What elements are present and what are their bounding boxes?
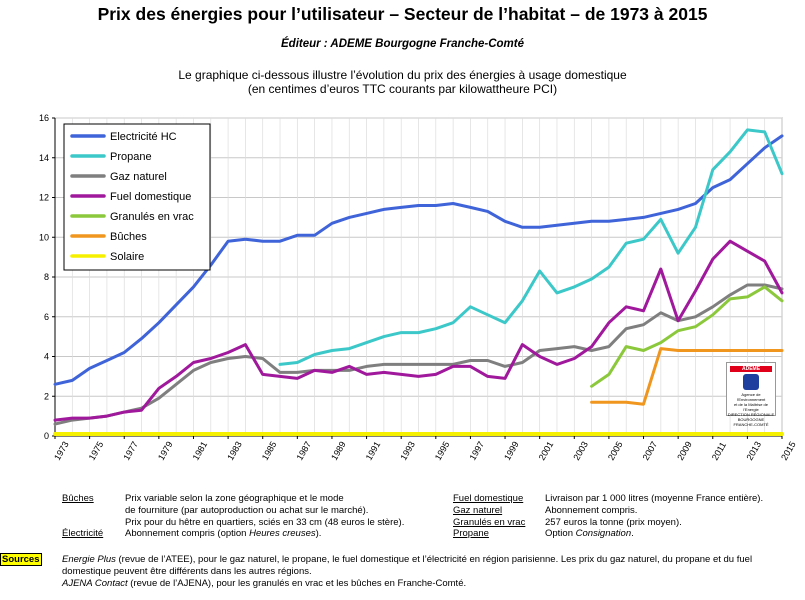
note-granules-label: Granulés en vrac: [453, 517, 526, 528]
note-granules-text: 257 euros la tonne (prix moyen).: [545, 517, 682, 528]
note-gaz-text: Abonnement compris.: [545, 505, 638, 516]
x-tick-label: 1997: [468, 440, 487, 462]
series-line-2: [53, 283, 784, 426]
x-tick-label: 2005: [606, 440, 625, 462]
legend-label-3: Fuel domestique: [110, 191, 191, 203]
x-tick-label: 1993: [398, 440, 417, 462]
x-tick-label: 1973: [52, 440, 71, 462]
chart-series: [53, 128, 784, 436]
sources-energie-plus: Energie Plus: [62, 554, 116, 565]
sources-line-2: domestique peuvent être différents dans …: [62, 566, 312, 577]
x-tick-label: 2015: [779, 440, 798, 462]
sources-ajena-contact: AJENA Contact: [62, 578, 128, 589]
series-line-1: [278, 128, 784, 366]
editor-line: Éditeur : ADEME Bourgogne Franche-Comté: [281, 38, 524, 50]
legend-label-6: Solaire: [110, 251, 144, 263]
legend-label-4: Granulés en vrac: [110, 211, 194, 223]
x-tick-label: 1991: [364, 440, 383, 462]
sources-line-3: AJENA Contact (revue de l’AJENA), pour l…: [62, 578, 466, 589]
x-tick-label: 1975: [87, 440, 106, 462]
series-line-5: [590, 347, 784, 406]
y-tick-label: 2: [44, 391, 49, 401]
note-propane-text-c: .: [631, 528, 634, 539]
x-tick-label: 2007: [641, 440, 660, 462]
x-tick-label: 2013: [744, 440, 763, 462]
note-propane-text-a: Option: [545, 528, 576, 539]
x-tick-label: 1985: [260, 440, 279, 462]
x-tick-label: 2011: [710, 440, 728, 462]
legend-label-5: Bûches: [110, 231, 147, 243]
sources-badge: Sources: [0, 553, 42, 566]
subtitle-line-1: Le graphique ci-dessous illustre l’évolu…: [178, 68, 627, 82]
note-electricite-text-c: ).: [315, 528, 322, 539]
x-tick-label: 1987: [294, 440, 313, 462]
ademe-logo-mark-icon: [743, 374, 759, 390]
note-electricite-text: Abonnement compris (option Heures creuse…: [125, 528, 321, 539]
chart-legend: Electricité HC Propane Gaz naturel Fuel dom…: [63, 123, 211, 271]
page-title: Prix des énergies pour l’utilisateur – S…: [97, 4, 708, 24]
ademe-logo: ADEME Agence de l'Environnement et de la…: [726, 362, 776, 427]
note-buches-label: Bûches: [62, 493, 94, 504]
x-tick-label: 1983: [225, 440, 244, 462]
subtitle-line-2: (en centimes d’euros TTC courants par ki…: [247, 82, 558, 96]
note-fuel-label: Fuel domestique: [453, 493, 524, 504]
y-tick-label: 4: [44, 352, 49, 362]
energy-price-chart: 0 2 4 6 8 10 12 14 16 1973 1975 1977 1979 1981 1983 198…: [39, 113, 798, 462]
note-electricite-label: Électricité: [62, 528, 104, 539]
x-tick-label: 1999: [502, 440, 521, 462]
y-tick-label: 16: [39, 113, 49, 123]
x-tick-label: 1979: [156, 440, 175, 462]
note-electricite-text-b: Heures creuses: [249, 528, 316, 539]
series-line-4: [590, 285, 784, 388]
y-tick-label: 8: [44, 272, 49, 282]
ademe-logo-line4: BOURGOGNE: [737, 417, 765, 422]
sources-line-1-text: (revue de l’ATEE), pour le gaz naturel, …: [115, 554, 753, 565]
legend-label-2: Gaz naturel: [110, 171, 167, 183]
x-tick-label: 1989: [329, 440, 348, 462]
ademe-logo-line1: Agence de l'Environnement: [736, 392, 766, 402]
x-tick-label: 2001: [537, 440, 556, 462]
series-line-0: [53, 134, 784, 386]
y-tick-label: 0: [44, 431, 49, 441]
y-tick-label: 12: [39, 193, 49, 203]
ademe-logo-line5: FRANCHE-COMTÉ: [733, 422, 769, 427]
note-gaz-label: Gaz naturel: [453, 505, 503, 516]
note-fuel-text: Livraison par 1 000 litres (moyenne Fran…: [545, 493, 764, 504]
sources-line-1: Energie Plus (revue de l’ATEE), pour le …: [62, 554, 752, 565]
y-tick-label: 10: [39, 232, 49, 242]
ademe-logo-line3: DIRECTION RÉGIONALE: [727, 412, 775, 417]
x-tick-label: 1977: [121, 440, 140, 462]
legend-label-0: Electricité HC: [110, 131, 177, 143]
series-line-3: [53, 239, 784, 422]
note-buches-text-3: Prix pour du hêtre en quartiers, sciés e…: [125, 517, 405, 528]
legend-label-1: Propane: [110, 151, 152, 163]
y-tick-label: 14: [39, 153, 49, 163]
ademe-logo-line2: et de la Maîtrise de l'Energie: [733, 402, 769, 412]
x-tick-label: 1981: [191, 440, 210, 462]
x-tick-label: 1995: [433, 440, 452, 462]
note-buches-text-2: de fourniture (par autoproduction ou ach…: [125, 505, 369, 516]
y-tick-label: 6: [44, 312, 49, 322]
note-propane-text: Option Consignation.: [545, 528, 634, 539]
note-electricite-text-a: Abonnement compris (option: [125, 528, 250, 539]
x-tick-label: 2003: [571, 440, 590, 462]
note-propane-label: Propane: [453, 528, 489, 539]
note-propane-text-b: Consignation: [575, 528, 632, 539]
note-buches-text-1: Prix variable selon la zone géographique…: [125, 493, 344, 504]
ademe-logo-name: ADEME: [730, 366, 772, 372]
x-tick-label: 2009: [675, 440, 694, 462]
sources-line-3-text: (revue de l’AJENA), pour les granulés en…: [127, 578, 467, 589]
